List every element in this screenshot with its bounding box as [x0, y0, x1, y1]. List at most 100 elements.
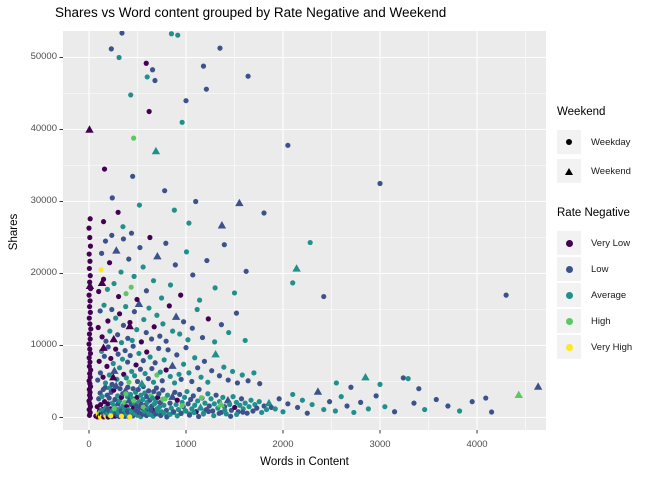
data-point [198, 374, 204, 380]
data-point [160, 396, 166, 402]
data-point [205, 408, 212, 415]
data-point [514, 390, 523, 399]
data-point [216, 373, 223, 379]
data-point [101, 302, 107, 308]
data-point [196, 386, 202, 393]
legend-item-average: Average [557, 283, 669, 307]
data-point [344, 403, 350, 409]
data-point [377, 180, 383, 187]
data-point [188, 396, 194, 403]
data-point [171, 312, 181, 320]
data-point [129, 368, 135, 375]
data-point [223, 396, 233, 404]
data-point [299, 397, 306, 403]
data-point [85, 125, 94, 133]
data-point [230, 394, 236, 400]
data-point [113, 346, 119, 352]
data-point [125, 321, 134, 330]
data-point [175, 32, 181, 38]
data-point [445, 403, 451, 409]
data-point [179, 403, 185, 409]
data-point [106, 260, 113, 266]
data-point [97, 278, 107, 287]
data-point [238, 396, 245, 402]
circle-icon [565, 239, 573, 247]
data-point [118, 413, 125, 419]
data-point [186, 220, 192, 226]
data-point [280, 409, 286, 415]
data-point [140, 396, 146, 403]
data-point [104, 286, 111, 292]
data-point [137, 379, 147, 387]
chart-title: Shares vs Word content grouped by Rate N… [55, 5, 447, 20]
data-point [176, 371, 182, 377]
data-point [106, 395, 112, 401]
data-point [109, 381, 115, 387]
data-point [333, 380, 339, 386]
data-point [99, 250, 105, 256]
legend-key [557, 130, 581, 154]
data-point [87, 258, 93, 264]
data-point [196, 297, 203, 303]
data-point [153, 385, 160, 391]
data-point [405, 376, 411, 382]
data-point [152, 77, 158, 84]
data-point [146, 108, 152, 115]
data-point [221, 364, 227, 370]
data-point [131, 373, 138, 379]
data-point [165, 347, 171, 353]
data-point [251, 370, 257, 376]
data-point [203, 86, 209, 92]
data-point [174, 413, 180, 419]
data-point [87, 309, 93, 315]
data-point [167, 400, 173, 406]
data-point [87, 216, 93, 222]
data-point [309, 401, 315, 408]
data-point [365, 406, 371, 412]
data-point [123, 304, 129, 310]
legend-item-label: Weekday [591, 136, 631, 148]
data-point [101, 353, 107, 359]
legend-item-weekend: Weekend [557, 159, 669, 183]
data-point [109, 306, 115, 313]
data-point [144, 349, 150, 355]
x-axis-tick-label: 2000 [272, 439, 294, 450]
data-point [178, 376, 184, 382]
data-point [183, 249, 190, 255]
data-point [120, 224, 126, 230]
circle-icon [565, 265, 573, 273]
legend-key [557, 231, 581, 255]
data-point [152, 360, 158, 366]
data-point [151, 324, 157, 330]
data-point [166, 303, 172, 309]
data-point [261, 210, 267, 216]
data-point [456, 408, 463, 414]
data-point [156, 345, 162, 351]
data-point [264, 398, 274, 407]
data-point [135, 386, 141, 393]
data-point [126, 379, 132, 385]
x-axis-tick-label: 3000 [369, 439, 391, 450]
y-axis-tick-label: 50000 [30, 51, 57, 63]
data-point [142, 370, 148, 377]
data-point [134, 299, 144, 307]
data-point [146, 388, 152, 394]
data-point [168, 31, 175, 37]
data-point [136, 350, 142, 357]
data-point [226, 329, 232, 336]
data-point [148, 407, 154, 413]
data-point [177, 331, 183, 337]
data-point [146, 305, 152, 311]
data-point [469, 399, 475, 405]
data-point [87, 359, 93, 365]
data-point [119, 31, 125, 36]
data-point [185, 337, 191, 343]
data-point [125, 359, 131, 365]
data-point [276, 396, 282, 402]
data-point [136, 202, 143, 208]
data-point [110, 360, 116, 367]
data-point [162, 188, 168, 194]
data-point [140, 358, 146, 364]
data-point [86, 304, 93, 310]
